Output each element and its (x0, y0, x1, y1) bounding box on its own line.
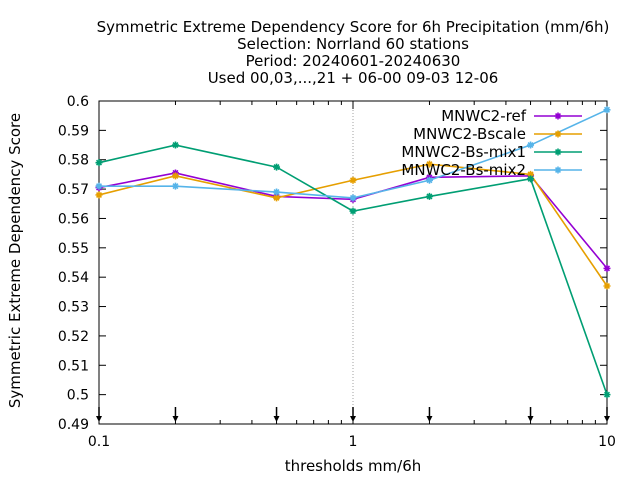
y-tick-label: 0.51 (58, 358, 89, 374)
data-point (425, 192, 433, 200)
threshold-arrowhead (426, 416, 433, 422)
data-point (273, 194, 281, 202)
series (95, 106, 611, 399)
data-point (527, 170, 535, 178)
y-axis-label: Symmetric Extreme Dependency Score (6, 113, 24, 408)
data-point (95, 182, 103, 190)
data-point (171, 141, 179, 149)
y-tick-label: 0.52 (58, 329, 89, 345)
y-tick-label: 0.59 (58, 123, 89, 139)
data-point (603, 264, 611, 272)
data-point (171, 182, 179, 190)
x-axis-label: thresholds mm/6h (285, 457, 422, 475)
data-point (527, 141, 535, 149)
y-tick-label: 0.54 (58, 270, 89, 286)
legend-label: MNWC2-Bs-mix2 (401, 161, 526, 179)
data-point (273, 163, 281, 171)
threshold-arrowhead (172, 416, 179, 422)
y-tick-label: 0.58 (58, 153, 89, 169)
x-tick-label: 1 (349, 434, 358, 450)
data-point (603, 106, 611, 114)
series-mnwc2-bscale (95, 160, 611, 290)
legend-marker (554, 166, 562, 174)
x-tick-label: 10 (598, 434, 616, 450)
x-tick-label: 0.1 (88, 434, 110, 450)
threshold-arrowhead (96, 416, 102, 422)
data-point (95, 159, 103, 167)
y-axis: 0.49 0.5 0.51 0.52 0.53 0.54 0.55 0.56 0.57 0.58 0… (58, 94, 607, 433)
title-line: Used 00,03,...,21 + 06-00 09-03 12-06 (208, 69, 499, 87)
chart-title: Symmetric Extreme Dependency Score for 6… (97, 18, 610, 87)
title-line: Symmetric Extreme Dependency Score for 6… (97, 18, 610, 36)
y-tick-label: 0.56 (58, 211, 89, 227)
data-point (603, 391, 611, 399)
series-mnwc2-bs-mix2 (95, 106, 611, 202)
x-axis: 0.1 1 10 (88, 101, 616, 450)
data-point (349, 207, 357, 215)
data-point (527, 175, 535, 183)
threshold-arrowhead (604, 416, 610, 422)
data-point (171, 172, 179, 180)
legend-marker (554, 130, 562, 138)
legend: MNWC2-refMNWC2-BscaleMNWC2-Bs-mix1MNWC2-… (401, 107, 582, 179)
data-point (603, 282, 611, 290)
legend-label: MNWC2-Bscale (413, 125, 526, 143)
data-point (425, 176, 433, 184)
data-point (273, 188, 281, 196)
data-point (349, 194, 357, 202)
series-mnwc2-bs-mix1 (95, 141, 611, 399)
y-tick-label: 0.49 (58, 417, 89, 433)
y-tick-label: 0.55 (58, 241, 89, 257)
y-tick-label: 0.57 (58, 182, 89, 198)
legend-label: MNWC2-ref (441, 107, 526, 125)
data-point (95, 191, 103, 199)
threshold-arrowhead (350, 416, 356, 422)
threshold-arrowhead (527, 416, 534, 422)
legend-marker (554, 148, 562, 156)
y-tick-label: 0.6 (67, 94, 89, 110)
y-tick-label: 0.5 (67, 388, 89, 404)
legend-marker (554, 112, 562, 120)
threshold-markers (96, 407, 610, 422)
data-point (349, 176, 357, 184)
y-tick-label: 0.53 (58, 300, 89, 316)
title-line: Period: 20240601-20240630 (246, 52, 461, 70)
threshold-arrowhead (273, 416, 280, 422)
legend-label: MNWC2-Bs-mix1 (401, 143, 526, 161)
data-point (425, 160, 433, 168)
title-line: Selection: Norrland 60 stations (237, 35, 469, 53)
